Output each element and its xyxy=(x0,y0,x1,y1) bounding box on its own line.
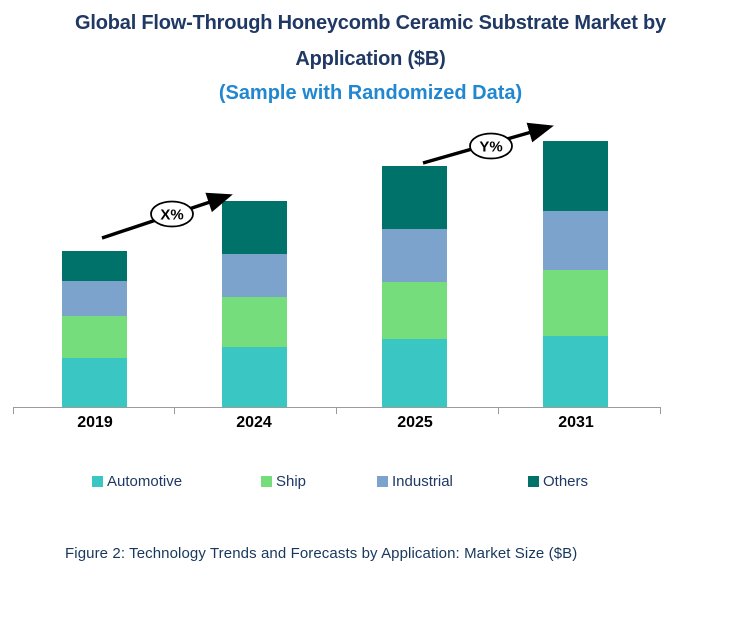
legend-label-automotive: Automotive xyxy=(107,473,183,490)
bar-2031-others-segment xyxy=(543,141,608,211)
legend-swatch-others xyxy=(528,476,539,487)
legend-swatch-industrial xyxy=(377,476,388,487)
chart-subtitle: (Sample with Randomized Data) xyxy=(218,82,523,104)
bar-2019-others-segment xyxy=(62,251,127,281)
legend-label-ship: Ship xyxy=(276,473,307,490)
x-axis-tick-3 xyxy=(498,407,499,414)
bar-2031-automotive-segment xyxy=(543,336,608,407)
bar-2019-ship-segment xyxy=(62,316,127,358)
x-axis-tick-4 xyxy=(660,407,661,414)
chart-header: Global Flow-Through Honeycomb Ceramic Su… xyxy=(0,12,741,105)
bar-2031-ship-segment xyxy=(543,270,608,336)
x-axis-label-2019: 2019 xyxy=(77,414,113,431)
legend-label-others: Others xyxy=(543,473,589,490)
bar-2019-automotive-segment xyxy=(62,358,127,407)
x-axis-label-2025: 2025 xyxy=(397,414,433,431)
chart-title-line2: Application ($B) xyxy=(295,48,446,70)
x-axis-tick-2 xyxy=(336,407,337,414)
bar-2024-industrial-segment xyxy=(222,254,287,297)
bar-2025-ship-segment xyxy=(382,282,447,339)
bar-2019-industrial-segment xyxy=(62,281,127,316)
bar-2031-industrial-segment xyxy=(543,211,608,270)
legend-label-industrial: Industrial xyxy=(392,473,453,490)
bar-2025-industrial-segment xyxy=(382,229,447,282)
legend: Automotive Ship Industrial Others xyxy=(0,473,741,491)
x-axis-label-2024: 2024 xyxy=(236,414,272,431)
bar-2025-automotive-segment xyxy=(382,339,447,407)
chart-title-line1: Global Flow-Through Honeycomb Ceramic Su… xyxy=(75,12,666,34)
legend-swatch-automotive xyxy=(92,476,103,487)
figure-caption: Figure 2: Technology Trends and Forecast… xyxy=(65,545,578,562)
legend-item-others: Others xyxy=(528,473,588,490)
x-axis-tick-0 xyxy=(13,407,14,414)
bar-2024-ship-segment xyxy=(222,297,287,347)
legend-item-industrial: Industrial xyxy=(377,473,453,490)
bar-2024-others-segment xyxy=(222,201,287,254)
bar-2024-automotive-segment xyxy=(222,347,287,407)
legend-item-ship: Ship xyxy=(261,473,306,490)
legend-item-automotive: Automotive xyxy=(92,473,182,490)
x-axis-line xyxy=(13,407,661,408)
x-axis-tick-1 xyxy=(174,407,175,414)
legend-swatch-ship xyxy=(261,476,272,487)
bar-2025-others-segment xyxy=(382,166,447,229)
x-axis-label-2031: 2031 xyxy=(558,414,594,431)
